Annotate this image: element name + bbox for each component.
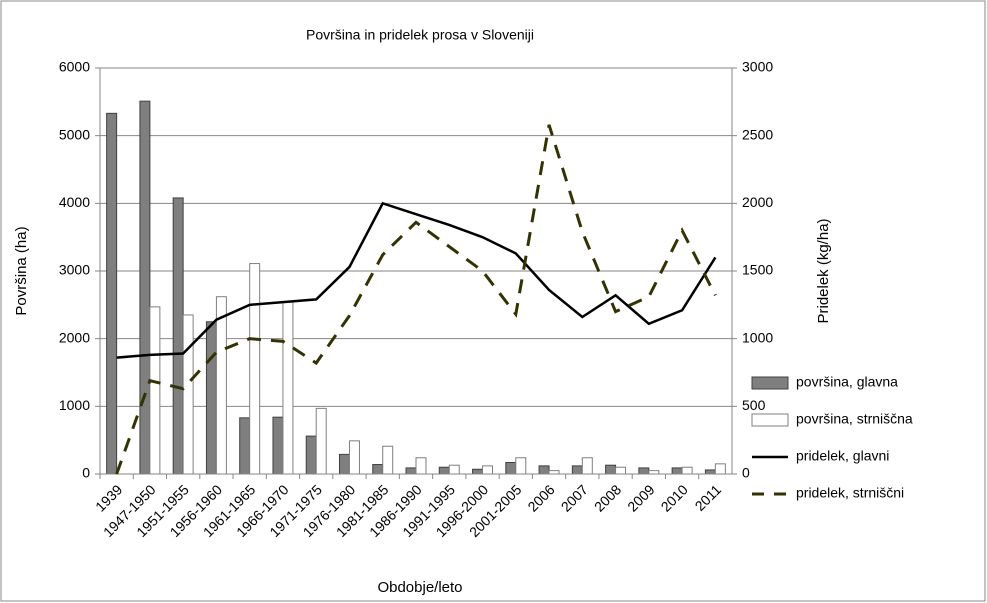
bar bbox=[448, 464, 460, 475]
y-tick-label: 4000 bbox=[59, 194, 90, 210]
bar bbox=[239, 417, 251, 475]
y-tick-label: 1000 bbox=[59, 397, 90, 413]
bar bbox=[338, 453, 350, 475]
bar bbox=[438, 466, 450, 475]
bar bbox=[348, 440, 360, 475]
y2-tick-label: 3000 bbox=[742, 59, 773, 75]
bar bbox=[139, 100, 151, 475]
bar bbox=[106, 112, 118, 475]
y2-tick-label: 1000 bbox=[742, 329, 773, 345]
bar bbox=[415, 457, 427, 475]
bar bbox=[515, 457, 527, 475]
legend-swatch bbox=[751, 413, 789, 427]
bar bbox=[615, 466, 627, 475]
y2-tick-label: 2000 bbox=[742, 194, 773, 210]
y2-tick-label: 500 bbox=[742, 397, 766, 413]
bar bbox=[505, 461, 517, 475]
bar bbox=[249, 263, 261, 475]
bar bbox=[714, 463, 726, 475]
legend-label: površina, glavna bbox=[796, 374, 898, 390]
bar bbox=[272, 416, 284, 475]
bar bbox=[704, 469, 716, 475]
bar bbox=[215, 296, 227, 475]
bar bbox=[282, 301, 294, 475]
y2-tick-label: 2500 bbox=[742, 126, 773, 142]
y-tick-label: 3000 bbox=[59, 262, 90, 278]
legend-label: površina, strniščna bbox=[796, 411, 913, 427]
bar bbox=[372, 464, 384, 475]
bar bbox=[581, 457, 593, 475]
legend-label: pridelek, strniščni bbox=[796, 485, 904, 501]
bar bbox=[538, 465, 550, 475]
bar bbox=[671, 467, 683, 475]
bar bbox=[548, 470, 560, 475]
y-tick-label: 6000 bbox=[59, 59, 90, 75]
bar bbox=[205, 321, 217, 475]
line bbox=[115, 124, 717, 475]
y2-axis-label: Pridelek (kg/ha) bbox=[815, 218, 832, 323]
y-tick-label: 2000 bbox=[59, 329, 90, 345]
bar bbox=[472, 468, 484, 475]
line bbox=[116, 201, 717, 359]
x-axis-label: Obdobje/leto bbox=[377, 579, 462, 596]
y-axis-label: Površina (ha) bbox=[13, 226, 30, 315]
y2-tick-label: 0 bbox=[742, 465, 750, 481]
bar bbox=[648, 470, 660, 475]
bar bbox=[305, 435, 317, 475]
bar bbox=[382, 445, 394, 475]
legend-label: pridelek, glavni bbox=[796, 448, 889, 464]
bar bbox=[605, 464, 617, 475]
bar bbox=[405, 467, 417, 475]
bar bbox=[149, 306, 161, 475]
y-tick-label: 0 bbox=[82, 465, 90, 481]
bar bbox=[172, 197, 184, 475]
bar bbox=[182, 314, 194, 475]
bar bbox=[681, 466, 693, 475]
y2-tick-label: 1500 bbox=[742, 262, 773, 278]
chart-title: Površina in pridelek prosa v Sloveniji bbox=[306, 27, 534, 43]
bar bbox=[482, 465, 494, 475]
y-tick-label: 5000 bbox=[59, 126, 90, 142]
bar bbox=[638, 467, 650, 475]
legend-swatch bbox=[751, 376, 789, 390]
bar bbox=[315, 407, 327, 475]
bar bbox=[571, 465, 583, 475]
